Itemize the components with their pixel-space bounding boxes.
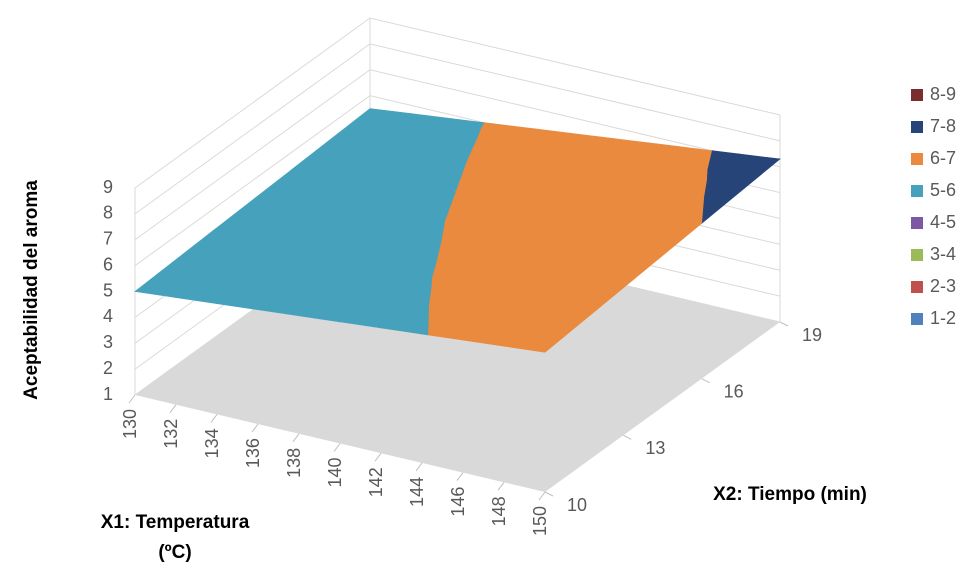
surface-patch — [660, 179, 708, 219]
surface-patch — [291, 108, 413, 170]
x2-tick-label: 10 — [567, 495, 587, 515]
x1-tick — [210, 414, 218, 423]
z-tick-label: 9 — [103, 177, 113, 197]
x1-tick — [538, 491, 546, 501]
surface-patch — [537, 138, 659, 203]
x1-tick — [251, 423, 259, 433]
x1-tick-label: 150 — [530, 506, 550, 536]
surface-patch — [496, 133, 618, 197]
x1-tick-label: 148 — [489, 496, 509, 526]
x2-tick — [779, 321, 789, 327]
z-tick-label: 7 — [103, 229, 113, 249]
x1-tick — [374, 452, 382, 462]
x1-tick-label: 132 — [161, 419, 181, 449]
z-tick-label: 4 — [103, 306, 113, 326]
x1-axis-title: (ºC) — [158, 542, 191, 563]
legend-label: 8-9 — [930, 84, 956, 104]
x1-tick-label: 136 — [243, 438, 263, 468]
legend-label: 3-4 — [930, 244, 956, 264]
legend-swatch — [911, 153, 923, 165]
z-tick-label: 5 — [103, 280, 113, 300]
z-tick-label: 2 — [103, 358, 113, 378]
legend-label: 1-2 — [930, 308, 956, 328]
grid-line — [134, 43, 781, 215]
x1-axis-title: X1: Temperatura — [101, 512, 250, 533]
x2-tick — [623, 434, 632, 440]
surface-patch — [377, 190, 457, 254]
grid-line — [134, 69, 781, 241]
z-tick-label: 1 — [103, 384, 113, 404]
x1-tick-label: 142 — [366, 467, 386, 497]
x1-tick — [415, 462, 423, 472]
legend-swatch — [911, 217, 923, 229]
z-tick-label: 6 — [103, 254, 113, 274]
legend-label: 7-8 — [930, 116, 956, 136]
surface-patch — [619, 148, 713, 213]
x2-tick-label: 13 — [645, 438, 665, 458]
x1-tick-label: 130 — [120, 409, 140, 439]
surface-patch — [373, 118, 485, 181]
legend-label: 4-5 — [930, 212, 956, 232]
legend-swatch — [911, 89, 923, 101]
surface-patch — [578, 143, 700, 208]
x1-tick-label: 140 — [325, 458, 345, 488]
z-tick-label: 3 — [103, 332, 113, 352]
surface-patch — [332, 113, 454, 176]
grid-line — [134, 17, 781, 189]
legend-label: 6-7 — [930, 148, 956, 168]
x1-tick-label: 144 — [407, 477, 427, 507]
legend-swatch — [911, 281, 923, 293]
x1-tick — [497, 481, 505, 491]
z-tick-label: 8 — [103, 203, 113, 223]
x1-tick-label: 146 — [448, 487, 468, 517]
z-axis-title: Aceptabilidad del aroma — [21, 180, 42, 400]
legend-swatch — [911, 185, 923, 197]
x2-tick-label: 16 — [724, 381, 744, 401]
x2-tick-label: 19 — [802, 325, 822, 345]
legend-swatch — [911, 121, 923, 133]
surface-patch — [380, 286, 432, 329]
surface-patch — [418, 240, 442, 260]
x2-axis-title: X2: Tiempo (min) — [713, 484, 867, 505]
x1-tick — [169, 404, 177, 414]
legend-swatch — [911, 313, 923, 325]
legend-label: 5-6 — [930, 180, 956, 200]
x1-tick-label: 138 — [284, 448, 304, 478]
x1-tick-label: 134 — [202, 428, 222, 458]
surface-patch — [414, 135, 479, 187]
x2-tick — [701, 378, 710, 384]
legend-label: 2-3 — [930, 276, 956, 296]
x1-tick — [456, 472, 464, 481]
surface-patch — [421, 328, 429, 335]
x1-tick — [128, 394, 136, 404]
surface-patch — [455, 128, 577, 192]
x2-tick — [544, 491, 554, 497]
legend-swatch — [911, 249, 923, 261]
x1-tick — [333, 443, 341, 452]
x1-tick — [292, 433, 300, 443]
